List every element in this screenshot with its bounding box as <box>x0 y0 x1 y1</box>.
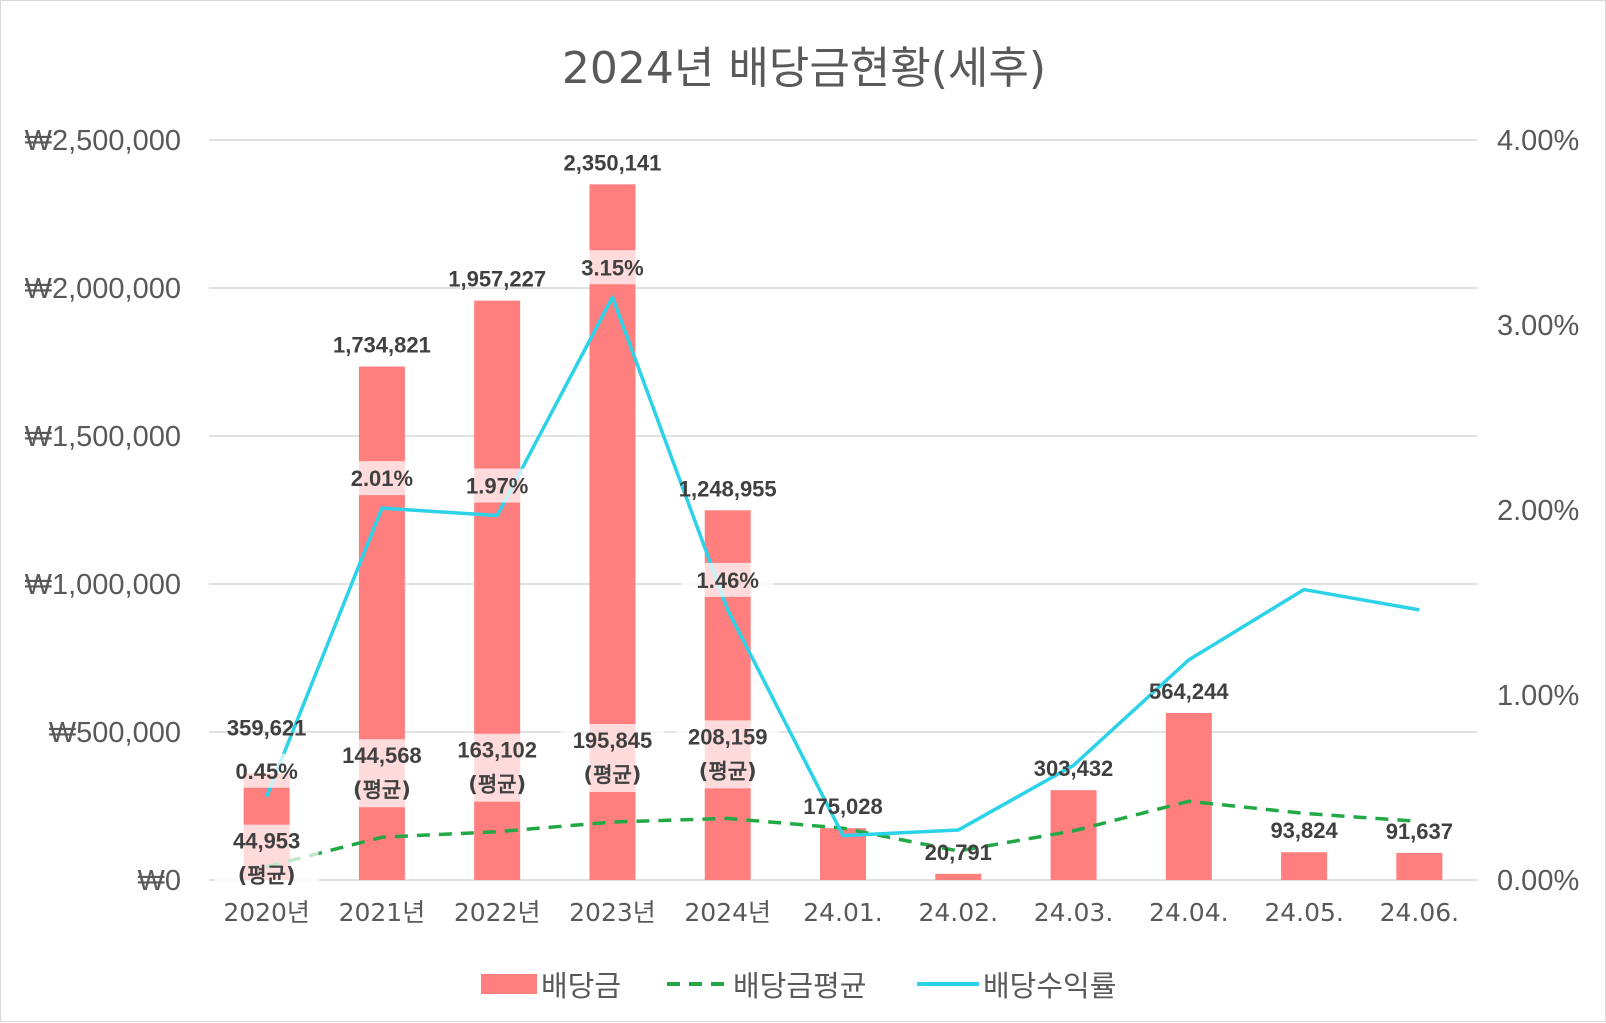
bar-value-label: 20,791 <box>925 840 992 865</box>
chart-title: 2024년 배당금현황(세후) <box>562 43 1046 94</box>
average-value-label: 208,159 <box>688 724 768 749</box>
bar-value-label: 1,734,821 <box>333 332 431 357</box>
bar-value-label: 91,637 <box>1386 819 1453 844</box>
legend-label-average: 배당금평균 <box>733 969 866 1003</box>
right-axis-tick-label: 4.00% <box>1497 125 1579 157</box>
average-value-label: 44,953 <box>233 829 300 854</box>
x-axis-tick-label: 24.05. <box>1264 898 1344 927</box>
legend-label-bar: 배당금 <box>541 969 621 1003</box>
right-axis-tick-label: 0.00% <box>1497 865 1579 897</box>
bar-value-label: 564,244 <box>1149 679 1229 704</box>
x-axis-tick-label: 2023년 <box>569 898 656 927</box>
bar-value-label: 1,248,955 <box>679 476 777 501</box>
left-axis-tick-label: ₩1,500,000 <box>25 421 181 453</box>
average-value-label: 144,568 <box>342 743 422 768</box>
bar-value-label: 2,350,141 <box>564 150 662 175</box>
left-axis-tick-label: ₩2,000,000 <box>25 273 181 305</box>
yield-line <box>267 297 1420 835</box>
right-axis-tick-label: 1.00% <box>1497 680 1579 712</box>
left-axis-ticks: ₩0 ₩500,000 ₩1,000,000 ₩1,500,000 ₩2,000,000… <box>25 125 181 897</box>
bar <box>1396 853 1442 880</box>
left-axis-tick-label: ₩2,500,000 <box>25 125 181 157</box>
bar <box>1281 852 1327 880</box>
legend-swatch-bar <box>481 974 537 994</box>
right-axis-tick-label: 3.00% <box>1497 310 1579 342</box>
x-axis-tick-label: 2021년 <box>339 898 426 927</box>
bar-value-label: 175,028 <box>803 794 883 819</box>
average-note-label: (평균) <box>584 763 642 787</box>
legend-label-yield: 배당수익률 <box>983 969 1116 1003</box>
yield-value-label: 1.97% <box>466 474 528 499</box>
left-axis-tick-label: ₩500,000 <box>49 717 181 749</box>
x-axis-tick-label: 2022년 <box>454 898 541 927</box>
right-axis-tick-label: 2.00% <box>1497 495 1579 527</box>
bar-value-label: 359,621 <box>227 716 307 741</box>
right-axis-ticks: 0.00% 1.00% 2.00% 3.00% 4.00% <box>1497 125 1579 897</box>
x-axis-tick-label: 24.04. <box>1149 898 1229 927</box>
x-axis-tick-label: 2024년 <box>684 898 771 927</box>
x-axis-tick-label: 24.06. <box>1380 898 1460 927</box>
bar-value-label: 303,432 <box>1034 756 1114 781</box>
yield-value-label: 1.46% <box>697 568 759 593</box>
x-axis-ticks: 2020년 2021년 2022년 2023년 2024년 24.01. 24.02. 24.… <box>223 898 1459 927</box>
average-note-label: (평균) <box>238 864 296 888</box>
bar-value-label: 93,824 <box>1270 818 1338 843</box>
yield-value-label: 0.45% <box>235 759 297 784</box>
yield-value-label: 2.01% <box>351 466 413 491</box>
bar <box>935 874 981 880</box>
bar-value-label: 1,957,227 <box>448 267 546 292</box>
legend: 배당금 배당금평균 배당수익률 <box>481 969 1116 1003</box>
average-note-label: (평균) <box>468 773 526 797</box>
left-axis-tick-label: ₩1,000,000 <box>25 569 181 601</box>
x-axis-tick-label: 24.02. <box>919 898 999 927</box>
average-value-label: 195,845 <box>573 728 653 753</box>
yield-value-label: 3.15% <box>581 255 643 280</box>
bar <box>1166 713 1212 880</box>
left-axis-tick-label: ₩0 <box>138 865 182 897</box>
yield-line-series <box>267 297 1420 836</box>
x-axis-tick-label: 2020년 <box>223 898 310 927</box>
average-note-label: (평균) <box>353 778 411 802</box>
average-note-label: (평균) <box>699 759 757 783</box>
x-axis-tick-label: 24.03. <box>1034 898 1114 927</box>
average-value-label: 163,102 <box>457 738 537 763</box>
x-axis-tick-label: 24.01. <box>803 898 883 927</box>
